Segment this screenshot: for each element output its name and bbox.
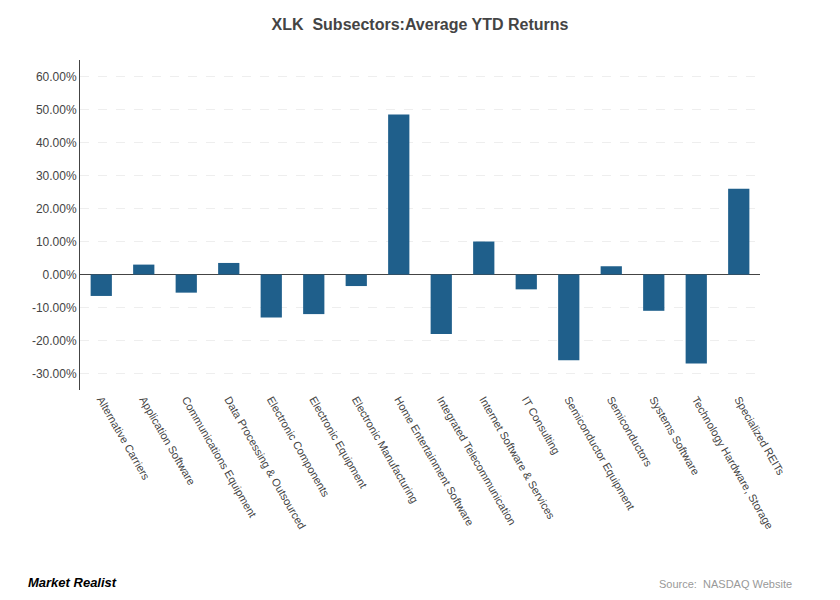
svg-text:-10.00%: -10.00% [32, 301, 77, 315]
svg-text:20.00%: 20.00% [36, 202, 77, 216]
svg-text:10.00%: 10.00% [36, 235, 77, 249]
svg-text:Home Entertainment Software: Home Entertainment Software [392, 394, 476, 528]
svg-text:-30.00%: -30.00% [32, 367, 77, 381]
svg-text:Alternative Carriers: Alternative Carriers [95, 394, 153, 482]
svg-text:-20.00%: -20.00% [32, 334, 77, 348]
svg-text:40.00%: 40.00% [36, 136, 77, 150]
svg-text:Semiconductors: Semiconductors [605, 394, 655, 469]
svg-text:Source: NASDAQ Website: Source: NASDAQ Website [659, 578, 792, 590]
svg-text:XLK Subsectors:Average YTD Re: XLK Subsectors:Average YTD Returns [272, 16, 569, 33]
svg-text:Application Software: Application Software [137, 394, 198, 487]
svg-text:Technology Hardware, Storage: Technology Hardware, Storage [690, 394, 776, 531]
svg-text:Semiconductor Equipment: Semiconductor Equipment [562, 394, 637, 512]
svg-text:30.00%: 30.00% [36, 169, 77, 183]
svg-text:60.00%: 60.00% [36, 70, 77, 84]
svg-text:Electronic Manufacturing: Electronic Manufacturing [350, 394, 421, 505]
svg-text:Specialized REITs: Specialized REITs [732, 394, 787, 477]
svg-text:Internet Software & Services: Internet Software & Services [477, 394, 557, 521]
svg-text:Communications Equipment: Communications Equipment [180, 394, 259, 519]
svg-text:Electronic Components: Electronic Components [265, 394, 333, 499]
svg-text:Market Realist: Market Realist [28, 575, 117, 590]
svg-text:50.00%: 50.00% [36, 103, 77, 117]
svg-text:Integrated Telecommunication: Integrated Telecommunication [435, 394, 519, 527]
svg-text:0.00%: 0.00% [43, 268, 77, 282]
svg-text:Electronic Equipment: Electronic Equipment [307, 394, 369, 490]
svg-text:Systems Software: Systems Software [647, 394, 702, 477]
svg-text:IT Consulting: IT Consulting [520, 394, 563, 456]
svg-text:Data Processing & Outsourced: Data Processing & Outsourced [222, 394, 308, 531]
